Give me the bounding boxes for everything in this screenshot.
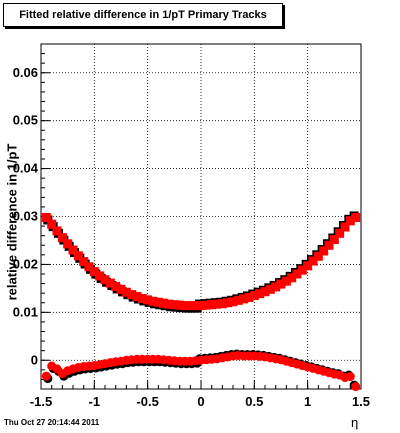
square-point bbox=[84, 262, 94, 272]
square-point bbox=[345, 216, 355, 226]
square-point bbox=[281, 276, 291, 286]
square-point bbox=[196, 301, 206, 311]
square-point bbox=[180, 301, 190, 311]
square-point bbox=[308, 256, 318, 266]
square-point bbox=[73, 251, 83, 261]
square-point bbox=[57, 233, 67, 243]
y-tick-label: 0.01 bbox=[13, 304, 38, 319]
circle-point bbox=[41, 371, 51, 381]
y-tick-label: 0.02 bbox=[13, 256, 38, 271]
square-point bbox=[276, 279, 286, 289]
y-tick-labels: 0 0.01 0.02 0.03 0.04 0.05 0.06 bbox=[13, 65, 39, 368]
x-tick-label: 0 bbox=[197, 394, 204, 409]
square-point bbox=[79, 257, 89, 267]
square-point bbox=[239, 294, 249, 304]
square-point bbox=[148, 296, 158, 306]
y-tick-label: 0.06 bbox=[13, 65, 38, 80]
square-point bbox=[127, 290, 137, 300]
y-tick-label: 0 bbox=[31, 352, 38, 367]
x-tick-label: -1 bbox=[89, 394, 101, 409]
x-tick-label: 0.5 bbox=[245, 394, 263, 409]
square-point bbox=[89, 267, 99, 277]
square-point bbox=[169, 300, 179, 310]
axis-ticks bbox=[40, 43, 362, 389]
square-point bbox=[324, 240, 334, 250]
square-point bbox=[132, 292, 142, 302]
x-tick-label: -1.5 bbox=[30, 394, 52, 409]
square-point bbox=[143, 295, 153, 305]
square-point bbox=[335, 228, 345, 238]
square-point bbox=[68, 245, 78, 255]
circle-point bbox=[351, 382, 361, 392]
square-point bbox=[121, 287, 131, 297]
x-tick-label: 1 bbox=[304, 394, 311, 409]
square-point bbox=[201, 300, 211, 310]
x-tick-label: 1.5 bbox=[352, 394, 370, 409]
square-point bbox=[191, 301, 201, 311]
circle-point bbox=[345, 372, 355, 382]
square-point bbox=[212, 299, 222, 309]
square-point bbox=[137, 293, 147, 303]
square-point bbox=[105, 278, 115, 288]
square-point bbox=[116, 284, 126, 294]
square-point bbox=[159, 298, 169, 308]
x-tick-labels: -1.5 -1 -0.5 0 0.5 1 1.5 bbox=[30, 394, 370, 409]
x-axis-label: η bbox=[351, 415, 359, 430]
y-axis-label: relative difference in 1/pT bbox=[4, 143, 20, 301]
square-point bbox=[164, 299, 174, 309]
y-tick-label: 0.05 bbox=[13, 113, 38, 128]
timestamp: Thu Oct 27 20:14:44 2011 bbox=[4, 418, 100, 427]
square-point bbox=[351, 212, 361, 222]
square-point bbox=[249, 291, 259, 301]
square-point bbox=[95, 271, 105, 281]
series-marks bbox=[41, 212, 361, 392]
square-point bbox=[233, 295, 243, 305]
square-point bbox=[153, 297, 163, 307]
square-point bbox=[313, 251, 323, 261]
square-point bbox=[260, 287, 270, 297]
square-point bbox=[319, 246, 329, 256]
square-point bbox=[255, 289, 265, 299]
square-point bbox=[100, 275, 110, 285]
square-point bbox=[329, 235, 339, 244]
square-point bbox=[292, 269, 302, 279]
square-point bbox=[287, 273, 297, 283]
square-point bbox=[111, 281, 121, 291]
square-point bbox=[265, 284, 275, 294]
square-point bbox=[217, 299, 227, 309]
x-tick-label: -0.5 bbox=[136, 394, 158, 409]
square-point bbox=[244, 292, 254, 302]
square-point bbox=[340, 222, 350, 232]
square-point bbox=[185, 301, 195, 311]
square-point bbox=[303, 261, 313, 271]
chart-title: Fitted relative difference in 1/pT Prima… bbox=[3, 3, 283, 27]
square-point bbox=[223, 298, 233, 308]
square-point bbox=[175, 300, 185, 310]
square-point bbox=[271, 282, 281, 292]
y-tick-label: 0.03 bbox=[13, 209, 38, 224]
square-point bbox=[297, 265, 307, 275]
square-point bbox=[47, 219, 57, 229]
square-point bbox=[63, 239, 73, 249]
y-tick-label: 0.04 bbox=[13, 161, 39, 176]
square-point bbox=[228, 297, 238, 307]
square-point bbox=[207, 300, 217, 310]
square-point bbox=[41, 212, 51, 222]
square-point bbox=[52, 226, 62, 236]
